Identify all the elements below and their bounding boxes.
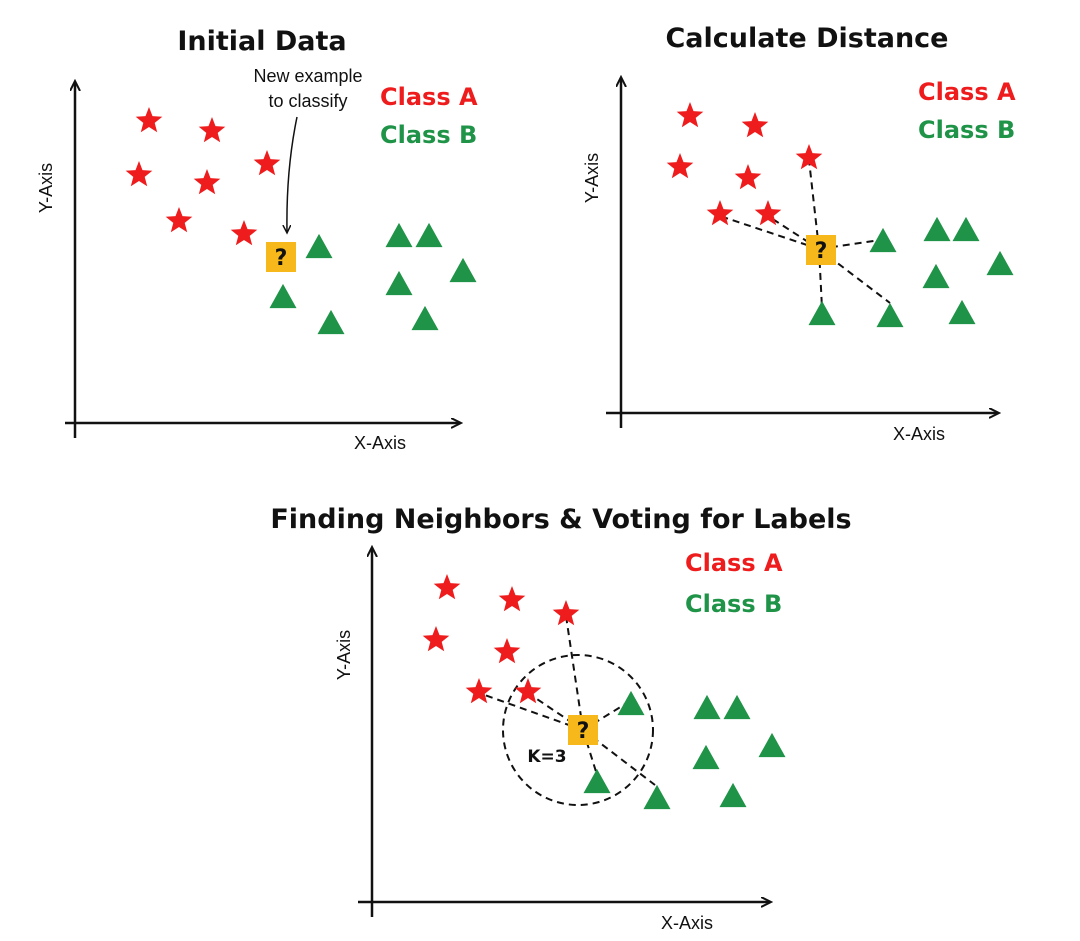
class-b-triangle <box>723 694 751 720</box>
class-b-triangle <box>952 216 980 242</box>
class-b-triangle <box>415 222 443 248</box>
class-a-star <box>754 200 782 226</box>
class-a-star <box>165 207 193 233</box>
class-b-triangle <box>948 299 976 325</box>
class-a-star <box>552 600 580 626</box>
panel-title: Initial Data <box>177 26 346 57</box>
x-axis-label: X-Axis <box>893 424 945 444</box>
class-a-star <box>422 626 450 652</box>
annotation-line-1: New example <box>253 66 362 86</box>
query-box <box>568 715 598 745</box>
class-b-triangle <box>269 283 297 309</box>
y-axis-label: Y-Axis <box>334 630 354 680</box>
x-axis-label: X-Axis <box>354 433 406 453</box>
class-a-star <box>198 117 226 143</box>
query-symbol: ? <box>577 719 590 744</box>
distance-line <box>719 215 820 250</box>
class-b-triangle <box>869 227 897 253</box>
query-box <box>806 235 836 265</box>
class-a-star <box>193 169 221 195</box>
class-a-star <box>734 164 762 190</box>
query-symbol: ? <box>815 239 828 264</box>
class-a-star <box>135 107 163 133</box>
distance-line <box>808 159 820 250</box>
class-b-triangle <box>385 270 413 296</box>
class-a-star <box>433 574 461 600</box>
panel-initial-data: Initial Data X-Axis Y-Axis Class A Class… <box>36 26 478 453</box>
query-point: ? <box>568 715 598 745</box>
distance-line <box>478 692 584 731</box>
legend-class-a: Class A <box>918 78 1016 106</box>
distance-line <box>565 615 584 731</box>
class-a-star <box>253 150 281 176</box>
panel-title: Finding Neighbors & Voting for Labels <box>270 504 851 535</box>
legend-class-a: Class A <box>380 83 478 111</box>
class-a-star <box>514 678 542 704</box>
distance-line <box>818 239 881 250</box>
distance-line <box>767 215 820 250</box>
annotation-arrow <box>287 116 298 232</box>
class-b-triangle <box>923 216 951 242</box>
annotation-line-2: to classify <box>268 91 347 111</box>
query-point: ? <box>266 242 296 272</box>
class-a-star <box>666 153 694 179</box>
query-symbol: ? <box>275 246 288 271</box>
class-b-triangle <box>719 782 747 808</box>
query-point: ? <box>806 235 836 265</box>
class-b-points <box>583 690 786 810</box>
class-a-star <box>676 102 704 128</box>
legend-class-a: Class A <box>685 549 783 577</box>
class-b-triangle <box>385 222 413 248</box>
class-a-points <box>125 107 281 246</box>
class-a-star <box>125 161 153 187</box>
class-b-triangle <box>808 300 836 326</box>
k-neighborhood-circle <box>502 654 654 806</box>
distance-line <box>582 702 628 731</box>
legend-class-b: Class B <box>685 590 782 618</box>
y-axis-label: Y-Axis <box>582 153 602 203</box>
x-axis-label: X-Axis <box>661 913 713 933</box>
class-b-points <box>808 216 1014 328</box>
class-b-triangle <box>922 263 950 289</box>
panel-finding-neighbors: Finding Neighbors & Voting for Labels X-… <box>270 504 851 933</box>
class-b-triangle <box>876 302 904 328</box>
panel-title: Calculate Distance <box>665 23 948 54</box>
class-a-star <box>230 220 258 246</box>
class-a-star <box>493 638 521 664</box>
legend-class-b: Class B <box>380 121 477 149</box>
class-a-star <box>706 200 734 226</box>
class-a-points <box>666 102 823 226</box>
class-a-star <box>465 678 493 704</box>
class-a-points <box>422 574 580 704</box>
class-b-points <box>269 222 477 335</box>
class-b-triangle <box>643 784 671 810</box>
class-b-triangle <box>986 250 1014 276</box>
class-b-triangle <box>583 768 611 794</box>
class-a-star <box>795 144 823 170</box>
class-b-triangle <box>692 744 720 770</box>
k-label: K=3 <box>527 747 566 767</box>
distance-line <box>818 248 823 309</box>
class-b-triangle <box>758 732 786 758</box>
class-b-triangle <box>305 233 333 259</box>
class-b-triangle <box>411 305 439 331</box>
class-b-triangle <box>449 257 477 283</box>
query-box <box>266 242 296 272</box>
class-a-star <box>741 112 769 138</box>
class-b-triangle <box>617 690 645 716</box>
legend-class-b: Class B <box>918 116 1015 144</box>
class-a-star <box>498 586 526 612</box>
class-b-triangle <box>693 694 721 720</box>
class-b-triangle <box>317 309 345 335</box>
y-axis-label: Y-Axis <box>36 163 56 213</box>
distance-line <box>582 729 599 779</box>
panel-calculate-distance: Calculate Distance X-Axis Y-Axis Class A… <box>582 23 1016 444</box>
